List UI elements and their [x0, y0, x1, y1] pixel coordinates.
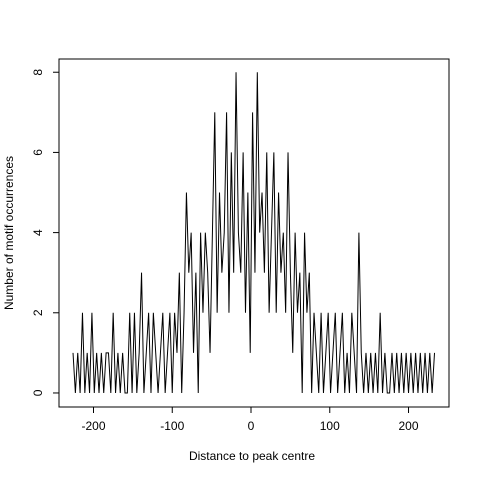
y-tick-label: 2 [31, 309, 45, 316]
x-tick-label: -100 [160, 419, 184, 433]
y-tick-label: 6 [31, 149, 45, 156]
y-tick-label: 4 [31, 229, 45, 236]
x-tick-label: -200 [81, 419, 105, 433]
y-tick-label: 8 [31, 69, 45, 76]
x-tick-label: 0 [248, 419, 255, 433]
y-tick-label: 0 [31, 389, 45, 396]
x-tick-label: 100 [320, 419, 340, 433]
x-tick-label: 200 [399, 419, 419, 433]
x-axis-label: Distance to peak centre [189, 449, 315, 463]
y-axis-label: Number of motif occurrences [2, 156, 16, 310]
data-line [72, 72, 436, 394]
